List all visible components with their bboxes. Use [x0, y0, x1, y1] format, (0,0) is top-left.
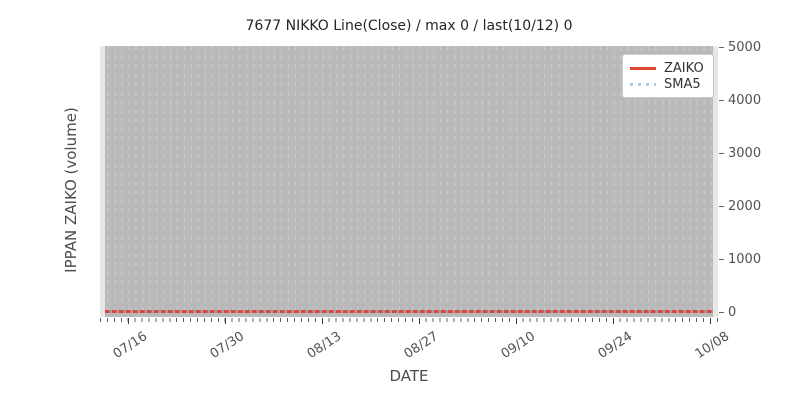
sma5-line-sample-icon	[630, 82, 656, 86]
y-tick-label: 1000	[728, 252, 762, 267]
y-tick-label: 2000	[728, 199, 762, 214]
legend-item-zaiko: ZAIKO	[630, 60, 706, 76]
x-major-tick	[128, 318, 129, 324]
y-tick-label: 0	[728, 305, 737, 320]
legend: ZAIKO SMA5	[622, 54, 714, 98]
legend-item-sma5: SMA5	[630, 76, 706, 92]
x-major-tick	[419, 318, 420, 324]
y-tick	[719, 47, 724, 48]
x-axis-minor-ticks	[100, 318, 718, 322]
y-tick-label: 4000	[728, 93, 762, 108]
plot-background	[105, 46, 713, 317]
chart-title: 7677 NIKKO Line(Close) / max 0 / last(10…	[245, 18, 573, 34]
gridlines	[105, 46, 713, 317]
y-tick	[719, 153, 724, 154]
y-tick	[719, 100, 724, 101]
x-axis-label: DATE	[389, 367, 429, 385]
x-major-tick	[710, 318, 711, 324]
x-major-tick	[613, 318, 614, 324]
x-major-tick	[516, 318, 517, 324]
y-tick	[719, 312, 724, 313]
y-axis-label: IPPAN ZAIKO (volume)	[62, 107, 80, 273]
zaiko-line-series	[105, 310, 713, 313]
legend-label: SMA5	[664, 76, 701, 92]
x-major-tick	[225, 318, 226, 324]
x-major-tick	[322, 318, 323, 324]
legend-label: ZAIKO	[664, 60, 704, 76]
y-tick	[719, 259, 724, 260]
y-tick-label: 5000	[728, 40, 762, 55]
zaiko-line-sample-icon	[630, 66, 656, 70]
y-tick-label: 3000	[728, 146, 762, 161]
y-tick	[719, 206, 724, 207]
plot-area	[100, 46, 718, 317]
